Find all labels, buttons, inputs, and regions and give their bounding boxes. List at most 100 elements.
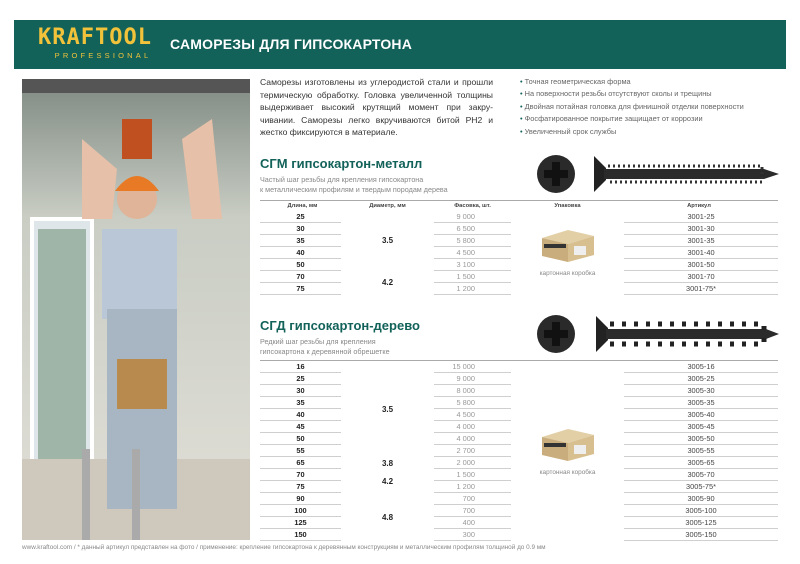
article-cell: 3001-75* xyxy=(624,283,778,295)
diameter-cell: 3.8 xyxy=(381,458,394,468)
length-cell: 75 xyxy=(260,481,341,493)
article-cell: 3001-25 xyxy=(624,211,778,223)
qty-cell: 8 000 xyxy=(434,385,511,397)
sgm-screw-image xyxy=(537,155,779,193)
article-cell: 3001-70 xyxy=(624,271,778,283)
col-package: Упаковка xyxy=(554,202,581,209)
table-row: 30 6 500 3001-30 xyxy=(260,223,778,235)
qty-cell: 1 500 xyxy=(434,271,511,283)
table-row: 50 3 100 3001-50 xyxy=(260,259,778,271)
length-cell: 40 xyxy=(260,247,341,259)
table-row: 25 9 000 3005-25 xyxy=(260,373,778,385)
article-cell: 3005-30 xyxy=(624,385,778,397)
article-cell: 3001-40 xyxy=(624,247,778,259)
length-cell: 50 xyxy=(260,259,341,271)
length-cell: 25 xyxy=(260,373,341,385)
table-row: 35 5 800 3001-35 xyxy=(260,235,778,247)
feature-item: Фосфатированное покрытие защищает от кор… xyxy=(520,113,744,125)
worker-photo xyxy=(22,79,250,540)
header-bar: KRAFTOOL PROFESSIONAL САМОРЕЗЫ ДЛЯ ГИПСО… xyxy=(14,20,786,69)
qty-cell: 700 xyxy=(434,505,511,517)
length-cell: 65 xyxy=(260,457,341,469)
qty-cell: 2 700 xyxy=(434,445,511,457)
col-diameter: Диаметр, мм xyxy=(369,202,406,209)
feature-item: Точная геометрическая форма xyxy=(520,76,744,88)
article-cell: 3005-90 xyxy=(624,493,778,505)
table-row: 125 400 3005-125 xyxy=(260,517,778,529)
article-cell: 3005-16 xyxy=(624,361,778,373)
article-cell: 3005-125 xyxy=(624,517,778,529)
length-cell: 45 xyxy=(260,421,341,433)
table-row: 150 300 3005-150 xyxy=(260,529,778,541)
diameter-cell: 3.5 xyxy=(381,236,394,245)
features-list: Точная геометрическая форма На поверхнос… xyxy=(520,76,744,138)
table-row: 70 4.2 1 500 3001-70 xyxy=(260,271,778,287)
sgd-title: СГД гипсокартон-дерево xyxy=(260,318,420,333)
article-cell: 3005-25 xyxy=(624,373,778,385)
footer-note: www.kraftool.com / * данный артикул пред… xyxy=(22,544,546,551)
sgd-description: Редкий шаг резьбы для крепления гипсокарт… xyxy=(260,337,390,356)
diameter-cell: 4.2 xyxy=(381,476,394,486)
qty-cell: 5 800 xyxy=(434,235,511,247)
article-cell: 3005-65 xyxy=(624,457,778,469)
length-cell: 150 xyxy=(260,529,341,541)
cardboard-box-icon xyxy=(541,230,594,262)
page-title: САМОРЕЗЫ ДЛЯ ГИПСОКАРТОНА xyxy=(170,36,413,52)
article-cell: 3005-35 xyxy=(624,397,778,409)
package-cell: картонная коробка xyxy=(515,211,620,295)
qty-cell: 400 xyxy=(434,517,511,529)
length-cell: 90 xyxy=(260,493,341,505)
length-cell: 100 xyxy=(260,505,341,517)
article-cell: 3005-55 xyxy=(624,445,778,457)
table-row: 35 5 800 3005-35 xyxy=(260,397,778,409)
qty-cell: 4 000 xyxy=(434,433,511,445)
length-cell: 40 xyxy=(260,409,341,421)
qty-cell: 2 000 xyxy=(434,457,511,469)
table-row: 30 8 000 3005-30 xyxy=(260,385,778,397)
article-cell: 3005-150 xyxy=(624,529,778,541)
length-cell: 55 xyxy=(260,445,341,457)
table-row: 50 4 000 3005-50 xyxy=(260,433,778,445)
col-article: Артикул xyxy=(687,202,711,209)
article-cell: 3005-50 xyxy=(624,433,778,445)
qty-cell: 300 xyxy=(434,529,511,541)
qty-cell: 1 200 xyxy=(434,283,511,295)
length-cell: 25 xyxy=(260,211,341,223)
length-cell: 35 xyxy=(260,397,341,409)
length-cell: 30 xyxy=(260,223,341,235)
feature-item: Увеличенный срок службы xyxy=(520,126,744,138)
length-cell: 70 xyxy=(260,469,341,481)
sgd-table: 16 3.5 15 000 картонная коробка 3005-16 25 9 0… xyxy=(260,360,778,541)
length-cell: 30 xyxy=(260,385,341,397)
qty-cell: 5 800 xyxy=(434,397,511,409)
table-row: 40 4 500 3005-40 xyxy=(260,409,778,421)
article-cell: 3005-45 xyxy=(624,421,778,433)
sgd-screw-image xyxy=(537,315,779,353)
feature-item: На поверхности резьбы отсутствуют сколы … xyxy=(520,88,744,100)
diameter-cell: 4.2 xyxy=(381,278,394,287)
length-cell: 75 xyxy=(260,283,341,295)
package-cell: картонная коробка xyxy=(515,361,620,542)
table-row: 90 4.8 700 3005-90 xyxy=(260,493,778,522)
article-cell: 3005-100 xyxy=(624,505,778,517)
article-cell: 3005-40 xyxy=(624,409,778,421)
qty-cell: 9 000 xyxy=(434,211,511,223)
col-qty: Фасовка, шт. xyxy=(454,202,491,209)
qty-cell: 1 200 xyxy=(434,481,511,493)
length-cell: 35 xyxy=(260,235,341,247)
table-row: 75 1 200 3005-75* xyxy=(260,481,778,493)
col-length: Длина, мм xyxy=(287,202,318,209)
diameter-cell: 4.8 xyxy=(381,512,394,522)
qty-cell: 4 500 xyxy=(434,247,511,259)
table-row: 55 2 700 3005-55 xyxy=(260,445,778,457)
article-cell: 3001-50 xyxy=(624,259,778,271)
table-row: 75 1 200 3001-75* xyxy=(260,283,778,295)
article-cell: 3001-30 xyxy=(624,223,778,235)
qty-cell: 1 500 xyxy=(434,469,511,481)
table-row: 100 700 3005-100 xyxy=(260,505,778,517)
article-cell: 3005-70 xyxy=(624,469,778,481)
sgm-description: Частый шаг резьбы для крепления гипсокар… xyxy=(260,175,448,194)
sgm-table: Длина, мм Диаметр, мм Фасовка, шт. Упако… xyxy=(260,200,778,295)
table-row: 16 3.5 15 000 картонная коробка 3005-16 xyxy=(260,361,778,476)
qty-cell: 15 000 xyxy=(434,361,511,373)
